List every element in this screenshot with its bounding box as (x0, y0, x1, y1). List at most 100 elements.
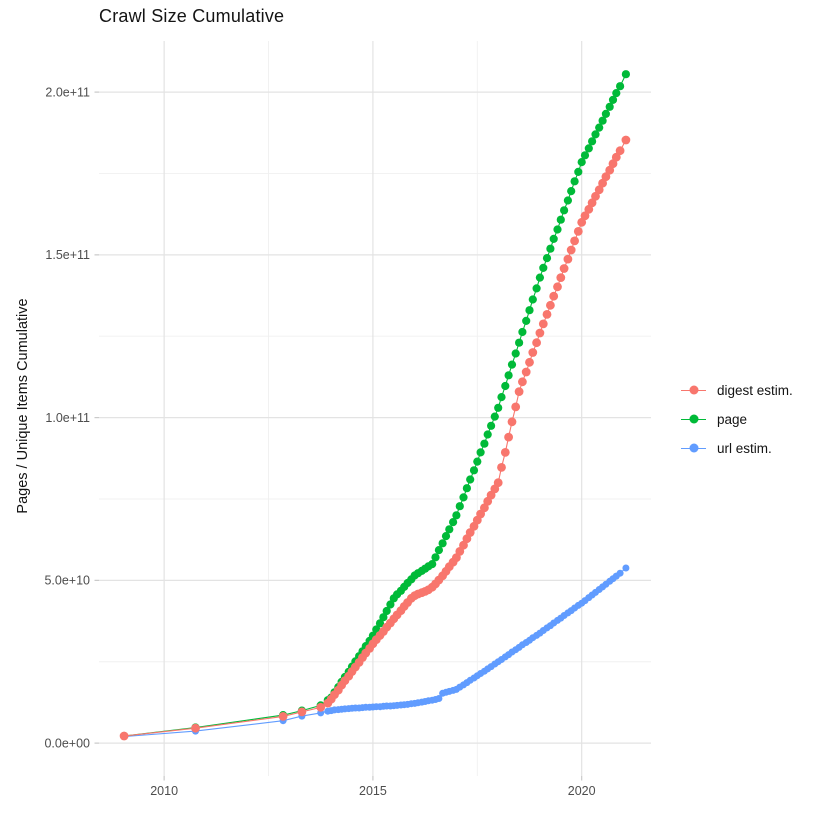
series-point-page (598, 116, 607, 125)
x-tick-label: 2020 (568, 784, 596, 798)
series-point-page (539, 263, 548, 272)
series-point-page (473, 457, 482, 466)
series-point-page (522, 316, 531, 325)
series-point-page (386, 600, 395, 609)
series-point-page (507, 360, 517, 369)
series-point-page (546, 244, 555, 253)
series-point-digest (594, 185, 604, 195)
series-point-page (455, 502, 464, 511)
series-point-page (490, 412, 499, 421)
series-point-page (621, 70, 631, 79)
legend: digest estim. page url estim. (681, 380, 793, 458)
series-point-page (563, 196, 573, 205)
series-point-digest (497, 463, 506, 472)
series-point-digest (563, 254, 573, 264)
y-tick-label: 1.0e+11 (45, 411, 90, 425)
series-point-page (595, 123, 604, 132)
series-point-page (518, 327, 527, 337)
series-point-page (601, 109, 611, 118)
series-point-page (605, 102, 614, 111)
series-point-digest (615, 146, 625, 156)
legend-item-page: page (681, 409, 793, 429)
series-point-page (612, 89, 621, 98)
series-point-digest (591, 191, 600, 201)
series-point-page (511, 349, 520, 358)
series-point-page (497, 393, 506, 402)
series-point-digest (532, 338, 541, 348)
series-point-digest (580, 211, 590, 221)
legend-label-page: page (717, 411, 748, 427)
legend-key-page-icon (681, 409, 706, 429)
series-point-digest (577, 217, 587, 227)
series-point-digest (504, 432, 513, 442)
series-point-url (435, 695, 443, 702)
series-point-page (452, 511, 461, 520)
series-point-page (476, 448, 485, 457)
series-point-digest (538, 319, 548, 329)
series-point-digest (553, 282, 562, 292)
series-point-digest (587, 198, 597, 208)
series-point-page (469, 466, 479, 475)
y-tick-label: 2.0e+11 (45, 85, 90, 99)
legend-item-url: url estim. (681, 438, 793, 458)
series-point-page (515, 338, 524, 347)
series-point-digest (584, 204, 594, 214)
series-point-digest (493, 478, 503, 488)
series-point-digest (549, 291, 559, 301)
series-point-page (428, 560, 437, 569)
series-point-page (441, 532, 451, 541)
series-point-page (379, 613, 388, 622)
chart-title: Crawl Size Cumulative (99, 6, 285, 26)
series-point-digest (518, 377, 527, 387)
series-point-page (449, 518, 458, 527)
series-point-digest (459, 540, 468, 550)
series-point-page (532, 284, 541, 293)
legend-key-digest-icon (681, 380, 706, 400)
series-point-page (560, 206, 569, 215)
series-point-digest (500, 448, 510, 457)
series-point-digest (542, 310, 552, 319)
series-point-page (382, 606, 391, 616)
series-point-digest (573, 227, 583, 236)
series-point-page (616, 82, 625, 91)
series-point-page (556, 215, 565, 224)
series-point-digest (621, 135, 631, 145)
series-point-digest (316, 702, 326, 712)
series-point-page (567, 187, 576, 196)
series-point-digest (570, 236, 579, 246)
series-point-page (375, 619, 385, 628)
series-point-digest (191, 723, 200, 733)
series-point-page (504, 371, 513, 380)
series-point-page (487, 421, 496, 430)
series-point-digest (535, 328, 545, 338)
series-point-page (535, 273, 545, 282)
series-point-page (588, 137, 597, 146)
series-point-digest (297, 707, 307, 717)
series-point-digest (119, 731, 129, 741)
series-point-page (462, 484, 471, 493)
y-tick-label: 0.0e+00 (44, 736, 90, 750)
series-point-digest (521, 367, 531, 377)
series-point-digest (507, 417, 517, 427)
series-point-digest (525, 357, 534, 367)
series-point-digest (278, 712, 288, 721)
series-point-url (622, 564, 630, 572)
series-point-digest (559, 264, 569, 273)
series-point-digest (608, 159, 618, 169)
series-point-digest (528, 348, 538, 357)
series-point-page (445, 525, 454, 534)
y-tick-label: 1.5e+11 (45, 248, 90, 262)
series-point-digest (611, 152, 621, 162)
series-point-page (574, 167, 583, 176)
series-point-page (438, 539, 447, 548)
series-point-page (553, 225, 562, 234)
series-point-digest (598, 178, 607, 188)
series-point-page (431, 553, 440, 562)
series-point-digest (566, 245, 576, 255)
series-point-digest (546, 300, 555, 310)
y-axis-title: Pages / Unique Items Cumulative (15, 298, 31, 514)
series-point-page (591, 130, 600, 139)
series-point-digest (601, 172, 611, 182)
